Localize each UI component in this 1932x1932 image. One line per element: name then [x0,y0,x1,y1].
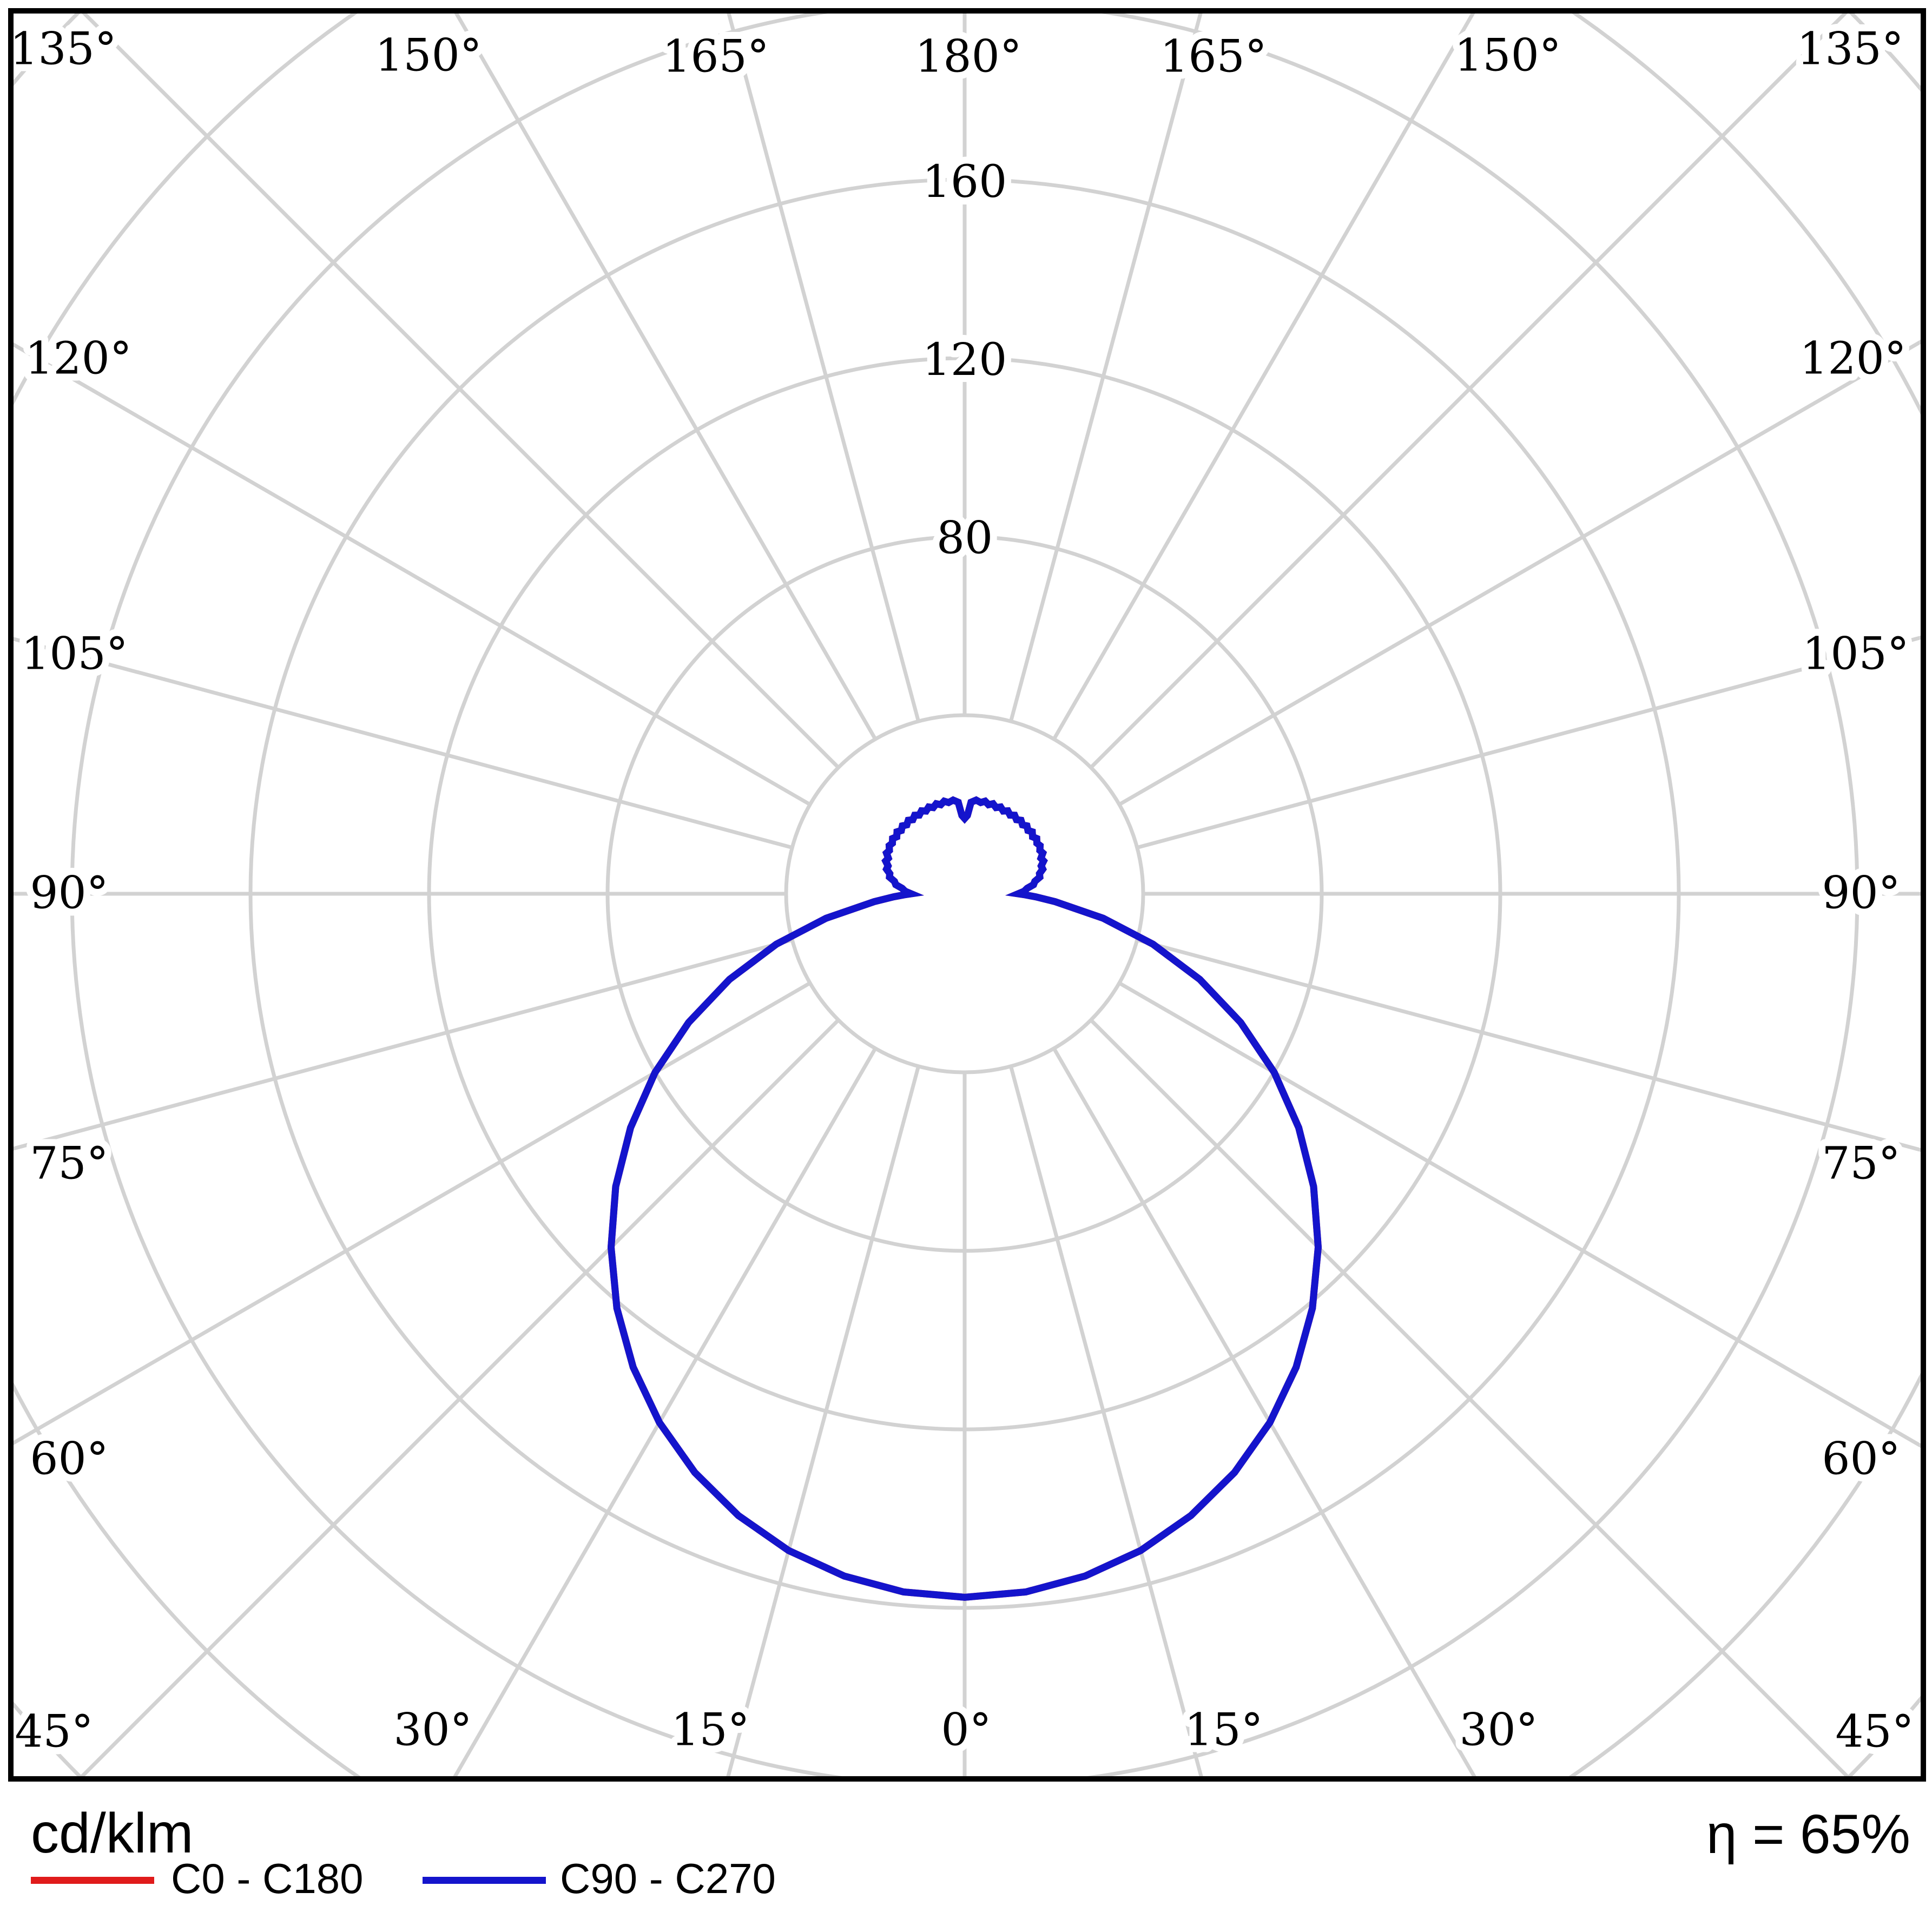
radial-gridline [454,14,878,740]
radial-gridline [1009,14,1203,722]
unit-label: cd/klm [31,1802,194,1865]
radial-gridline [1136,938,1921,1152]
grid-circle [784,713,1145,1074]
angle-label-150L: 150° [375,30,482,82]
radial-gridline [1089,14,1848,769]
radial-gridline [14,637,793,849]
radial-gridline [453,1047,878,1776]
radial-gridline [1009,1065,1203,1776]
plot-border [8,8,1926,1782]
angle-label-90R: 90° [1822,868,1900,919]
legend-swatch-blue-line [423,1877,546,1884]
angle-label-60L: 60° [30,1434,108,1485]
grid-circle [70,14,1860,1776]
radial-gridline [726,1065,920,1776]
grid-circle [427,356,1502,1432]
c90-c270-curve [607,796,1322,1601]
radial-tick-label-80: 80 [937,512,993,564]
angle-label-90L: 90° [30,868,108,919]
legend-label-c90-c270: C90 - C270 [560,1855,776,1902]
radial-gridline [1052,14,1475,740]
angle-label-30R: 30° [1459,1705,1538,1756]
angle-label-135L: 135° [10,24,117,75]
angle-label-135R: 135° [1797,24,1904,75]
angle-label-105L: 105° [21,629,128,680]
angle-label-0: 0° [941,1705,991,1756]
angle-label-15L: 15° [671,1705,749,1756]
grid-circle [248,177,1681,1610]
efficiency-label: η = 65% [1706,1803,1910,1865]
angle-label-75R: 75° [1822,1138,1900,1190]
angle-label-165L: 165° [662,31,769,83]
radial-tick-label-160: 160 [922,156,1007,208]
grid-circle [605,535,1324,1253]
radial-gridline [80,1018,840,1776]
legend-swatch-red-line [31,1877,154,1884]
radial-gridline [82,14,840,769]
angle-label-120L: 120° [25,333,132,385]
angle-label-120R: 120° [1799,333,1907,385]
radial-gridline [1118,981,1921,1448]
radial-gridline [14,981,811,1446]
labels: 0° 15° 15° 30° 30° 45° 45° 60° 60° 75° 75° 90° 90° 10… [3,17,1921,1765]
angle-label-45L: 45° [15,1706,93,1758]
angle-label-180: 180° [915,31,1022,83]
angle-label-60R: 60° [1822,1434,1900,1485]
radial-gridline [14,938,793,1151]
legend-label-c0-c180: C0 - C180 [171,1855,364,1902]
radial-gridline [727,14,920,722]
radial-gridline [1052,1047,1476,1776]
angle-label-150R: 150° [1454,30,1561,82]
radial-gridline [1136,635,1921,849]
radial-gridline [1089,1018,1850,1776]
radial-gridline [1118,339,1921,807]
radial-tick-label-120: 120 [922,334,1007,386]
angle-label-15R: 15° [1184,1705,1263,1756]
angle-label-30L: 30° [393,1705,472,1756]
angle-label-165R: 165° [1160,31,1267,83]
legend: C0 - C180 C90 - C270 [0,1848,1932,1918]
curves [607,796,1322,1601]
angle-label-105R: 105° [1802,629,1909,680]
angle-label-75L: 75° [30,1138,108,1190]
radial-gridline [14,342,811,807]
angle-label-45R: 45° [1835,1706,1914,1758]
